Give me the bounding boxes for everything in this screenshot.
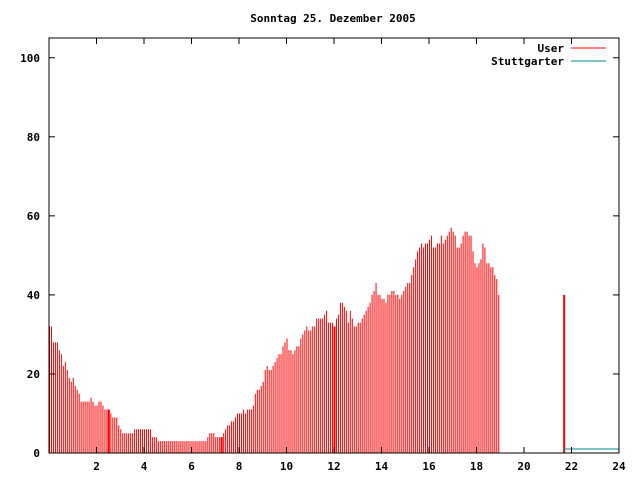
x-tick-label: 8 [236,460,243,473]
x-tick-label: 12 [327,460,340,473]
y-tick-label: 20 [27,368,40,381]
x-tick-label: 6 [188,460,195,473]
x-tick-label: 18 [470,460,483,473]
x-tick-label: 24 [612,460,626,473]
y-tick-label: 40 [27,289,40,302]
y-tick-label: 100 [20,52,40,65]
y-axis-ticks: 0 20 40 60 80 100 [20,52,619,460]
y-tick-label: 60 [27,210,40,223]
x-tick-label: 22 [565,460,578,473]
y-tick-label: 80 [27,131,40,144]
x-tick-label: 14 [375,460,389,473]
x-tick-label: 10 [280,460,293,473]
legend: User Stuttgarter [491,42,606,68]
chart-title: Sonntag 25. Dezember 2005 [250,12,416,25]
x-tick-label: 20 [517,460,530,473]
user-bars [49,227,566,453]
x-tick-label: 4 [141,460,148,473]
x-tick-label: 16 [422,460,436,473]
x-axis-ticks: 2 4 6 8 10 12 14 16 18 20 22 24 [93,38,626,473]
legend-label-user: User [538,42,565,55]
legend-label-stuttgarter: Stuttgarter [491,55,564,68]
y-tick-label: 0 [33,447,40,460]
x-tick-label: 2 [93,460,100,473]
